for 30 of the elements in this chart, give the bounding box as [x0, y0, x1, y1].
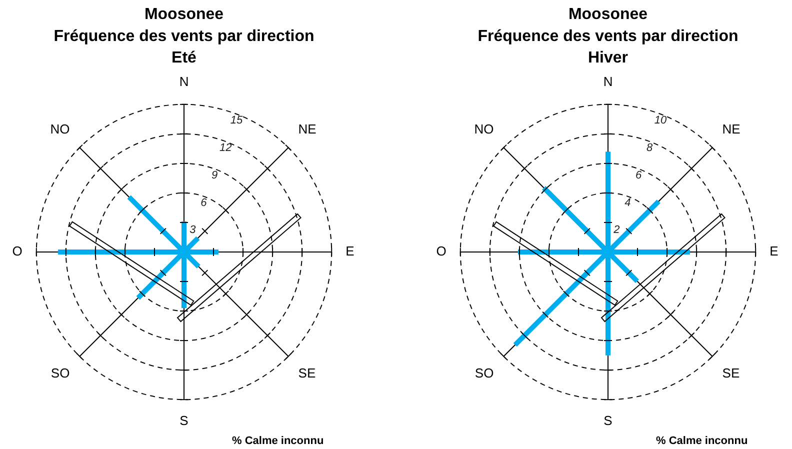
spoke-label: N — [179, 74, 189, 90]
spoke-label: S — [180, 412, 189, 428]
y-tick-label: 15 — [230, 114, 244, 127]
spoke-label: SO — [474, 366, 494, 381]
y-tick-label: 3 — [190, 224, 197, 236]
spoke-label: NO — [474, 122, 494, 137]
y-tick-label: 2 — [612, 224, 620, 236]
text: % Calme inconnu — [232, 435, 324, 447]
y-tick-label: 10 — [654, 114, 668, 127]
spoke-label: NO — [50, 122, 70, 137]
chart-title: Moosonee Fréquence des vents par direction Eté — [54, 6, 314, 66]
y-tick-label: 9 — [212, 169, 218, 182]
spoke-label: NE — [722, 122, 741, 137]
spoke-label: S — [604, 412, 613, 428]
spoke-label: SE — [722, 366, 740, 381]
spoke-label: E — [346, 244, 355, 259]
spoke-label: NE — [298, 122, 317, 137]
spoke-label: SE — [298, 366, 316, 381]
y-tick-label: 12 — [219, 142, 232, 154]
y-tick-label: 4 — [624, 196, 631, 209]
spoke-label: O — [12, 244, 22, 259]
spoke-label: SO — [50, 366, 70, 381]
spoke-label: E — [770, 244, 779, 259]
y-tick-label: 8 — [646, 142, 654, 154]
y-tick-label: 6 — [636, 169, 643, 182]
y-tick-label: 6 — [200, 196, 208, 209]
text: % Calme inconnu — [656, 435, 748, 447]
spoke-label: N — [603, 74, 613, 90]
chart-title: Moosonee Fréquence des vents par direction Hiver — [478, 6, 738, 66]
spoke-label: O — [436, 244, 446, 259]
